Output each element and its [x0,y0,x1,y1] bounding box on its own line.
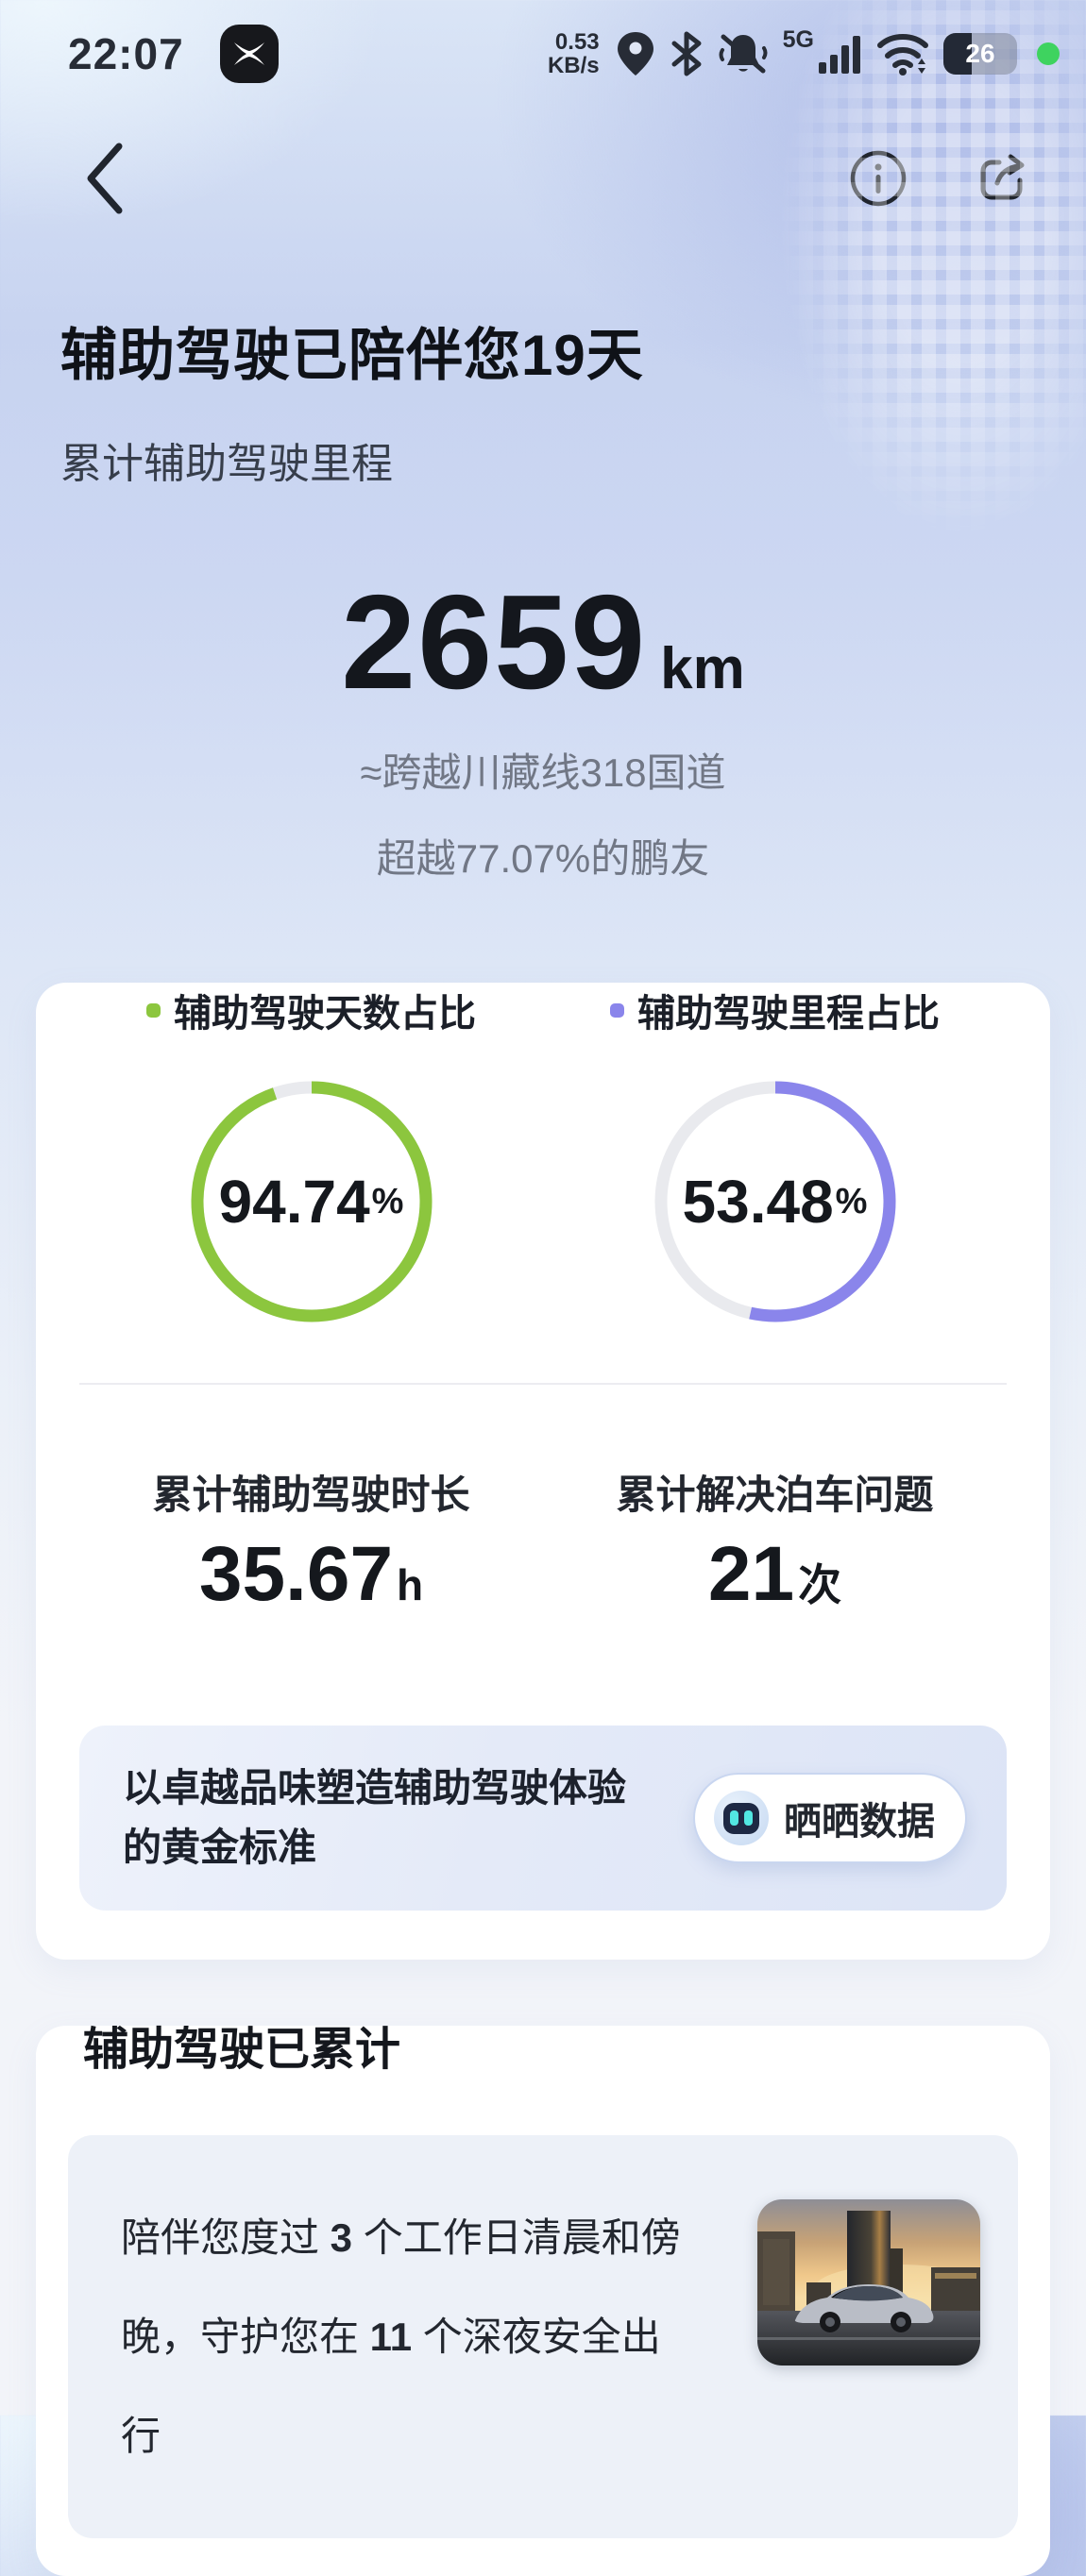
donut-chart-days: 94.74 % [191,1081,433,1322]
distance-unit: km [660,636,745,701]
status-left: 22:07 [68,25,279,83]
info-button[interactable] [848,148,908,209]
distance-value: 2659 [341,567,648,717]
donut-days-col: 94.74 % [79,1081,543,1322]
battery-percent: 26 [965,39,995,68]
summary-p2: 个工作日清晨和傍晚，守护您在 [121,2215,681,2359]
banner-line-2: 的黄金标准 [123,1826,316,1869]
metric-duration-value: 35.67 [198,1531,394,1617]
donut-mileage-svg [654,1081,895,1322]
sunset-city-car-photo [757,2199,980,2366]
card-divider [79,1383,1007,1385]
robot-icon [714,1791,769,1845]
share-button[interactable] [971,147,1033,210]
share-data-button[interactable]: 晒晒数据 [693,1773,967,1863]
stats-card: 辅助驾驶天数占比 辅助驾驶里程占比 94.74 % [36,983,1050,1960]
donut-chart-mileage: 53.48 % [654,1081,896,1322]
donut-row: 94.74 % 53.48 % [79,1081,1007,1322]
promo-banner: 以卓越品味塑造辅助驾驶体验 的黄金标准 晒晒数据 [79,1726,1007,1911]
back-button[interactable] [83,141,127,216]
green-status-dot [1037,42,1060,65]
page-subtitle: 累计辅助驾驶里程 [60,441,393,487]
comparison-line-1: ≈跨越川藏线318国道 [360,750,726,795]
back-chevron-icon [87,143,123,214]
summary-panel: 陪伴您度过 3 个工作日清晨和傍晚，守护您在 11 个深夜安全出行 [68,2135,1018,2538]
mute-icon [719,34,768,74]
donut-days-value: 94.74 [218,1168,370,1236]
legend-mileage: 辅助驾驶里程占比 [543,983,1007,1037]
signal-strength-icon [819,36,860,74]
metric-duration: 累计辅助驾驶时长 35.67 h [79,1473,543,1625]
distance-block: 2659 km ≈跨越川藏线318国道 超越77.07%的鹏友 [0,565,1086,884]
robot-eye-left [730,1810,738,1826]
signal-bars-icon: 5G [783,26,862,77]
metric-duration-unit: h [397,1560,424,1609]
donut-days-unit: % [371,1181,404,1221]
legend-dot-green [146,1002,161,1018]
clock: 22:07 [68,29,184,78]
network-type: 5G [782,26,814,53]
status-bar: 22:07 0.53 KB/s 5G [0,0,1086,83]
legend-row: 辅助驾驶天数占比 辅助驾驶里程占比 [79,983,1007,1037]
summary-title: 辅助驾驶已累计 [83,2025,401,2075]
distance-row: 2659 km [0,565,1086,720]
hero-section: 辅助驾驶已陪伴您19天 累计辅助驾驶里程 [0,310,1086,490]
summary-card: 辅助驾驶已累计 陪伴您度过 3 个工作日清晨和傍晚，守护您在 11 个深夜安全出… [36,2026,1050,2576]
net-speed-unit: KB/s [547,53,600,78]
donut-days-svg [191,1081,432,1322]
nav-actions [848,147,1033,210]
metric-parking-unit: 次 [798,1560,842,1609]
car-photo-illustration [757,2199,980,2366]
donut-mileage-unit: % [835,1181,868,1221]
bluetooth-icon [671,31,702,76]
donut-mileage-col: 53.48 % [543,1081,1007,1322]
net-speed-value: 0.53 [554,29,600,55]
network-speed: 0.53 KB/s [548,30,600,77]
legend-days: 辅助驾驶天数占比 [79,983,543,1037]
legend-label-days: 辅助驾驶天数占比 [174,993,476,1035]
banner-line-1: 以卓越品味塑造辅助驾驶体验 [123,1766,626,1810]
wifi-icon [877,34,928,76]
donut-mileage-value: 53.48 [682,1168,834,1236]
metric-parking-label: 累计解决泊车问题 [616,1473,934,1517]
status-right: 0.53 KB/s 5G [548,26,1060,78]
battery-fill [943,33,972,75]
banner-text: 以卓越品味塑造辅助驾驶体验 的黄金标准 [123,1759,626,1877]
nav-bar [0,138,1086,219]
robot-head [723,1802,759,1834]
xpeng-app-icon [219,25,279,83]
metric-duration-label: 累计辅助驾驶时长 [152,1473,470,1517]
metric-parking: 累计解决泊车问题 21 次 [543,1473,1007,1625]
comparison-line-2: 超越77.07%的鹏友 [376,836,710,881]
x-logo-icon [233,42,264,65]
battery-icon: 26 [943,33,1017,75]
legend-label-mileage: 辅助驾驶里程占比 [637,993,940,1035]
metric-parking-value: 21 [707,1531,795,1617]
summary-num-nights: 11 [369,2315,413,2359]
legend-dot-purple [610,1002,624,1018]
summary-num-workdays: 3 [330,2215,353,2260]
summary-p1: 陪伴您度过 [121,2215,331,2260]
summary-paragraph: 陪伴您度过 3 个工作日清晨和傍晚，守护您在 11 个深夜安全出行 [121,2188,687,2485]
location-icon [617,32,653,76]
robot-eye-right [744,1810,753,1826]
share-icon [980,154,1025,200]
share-data-label: 晒晒数据 [784,1801,935,1843]
info-icon [850,150,907,207]
page-title: 辅助驾驶已陪伴您19天 [60,324,644,387]
metrics-row: 累计辅助驾驶时长 35.67 h 累计解决泊车问题 21 次 [79,1473,1007,1625]
